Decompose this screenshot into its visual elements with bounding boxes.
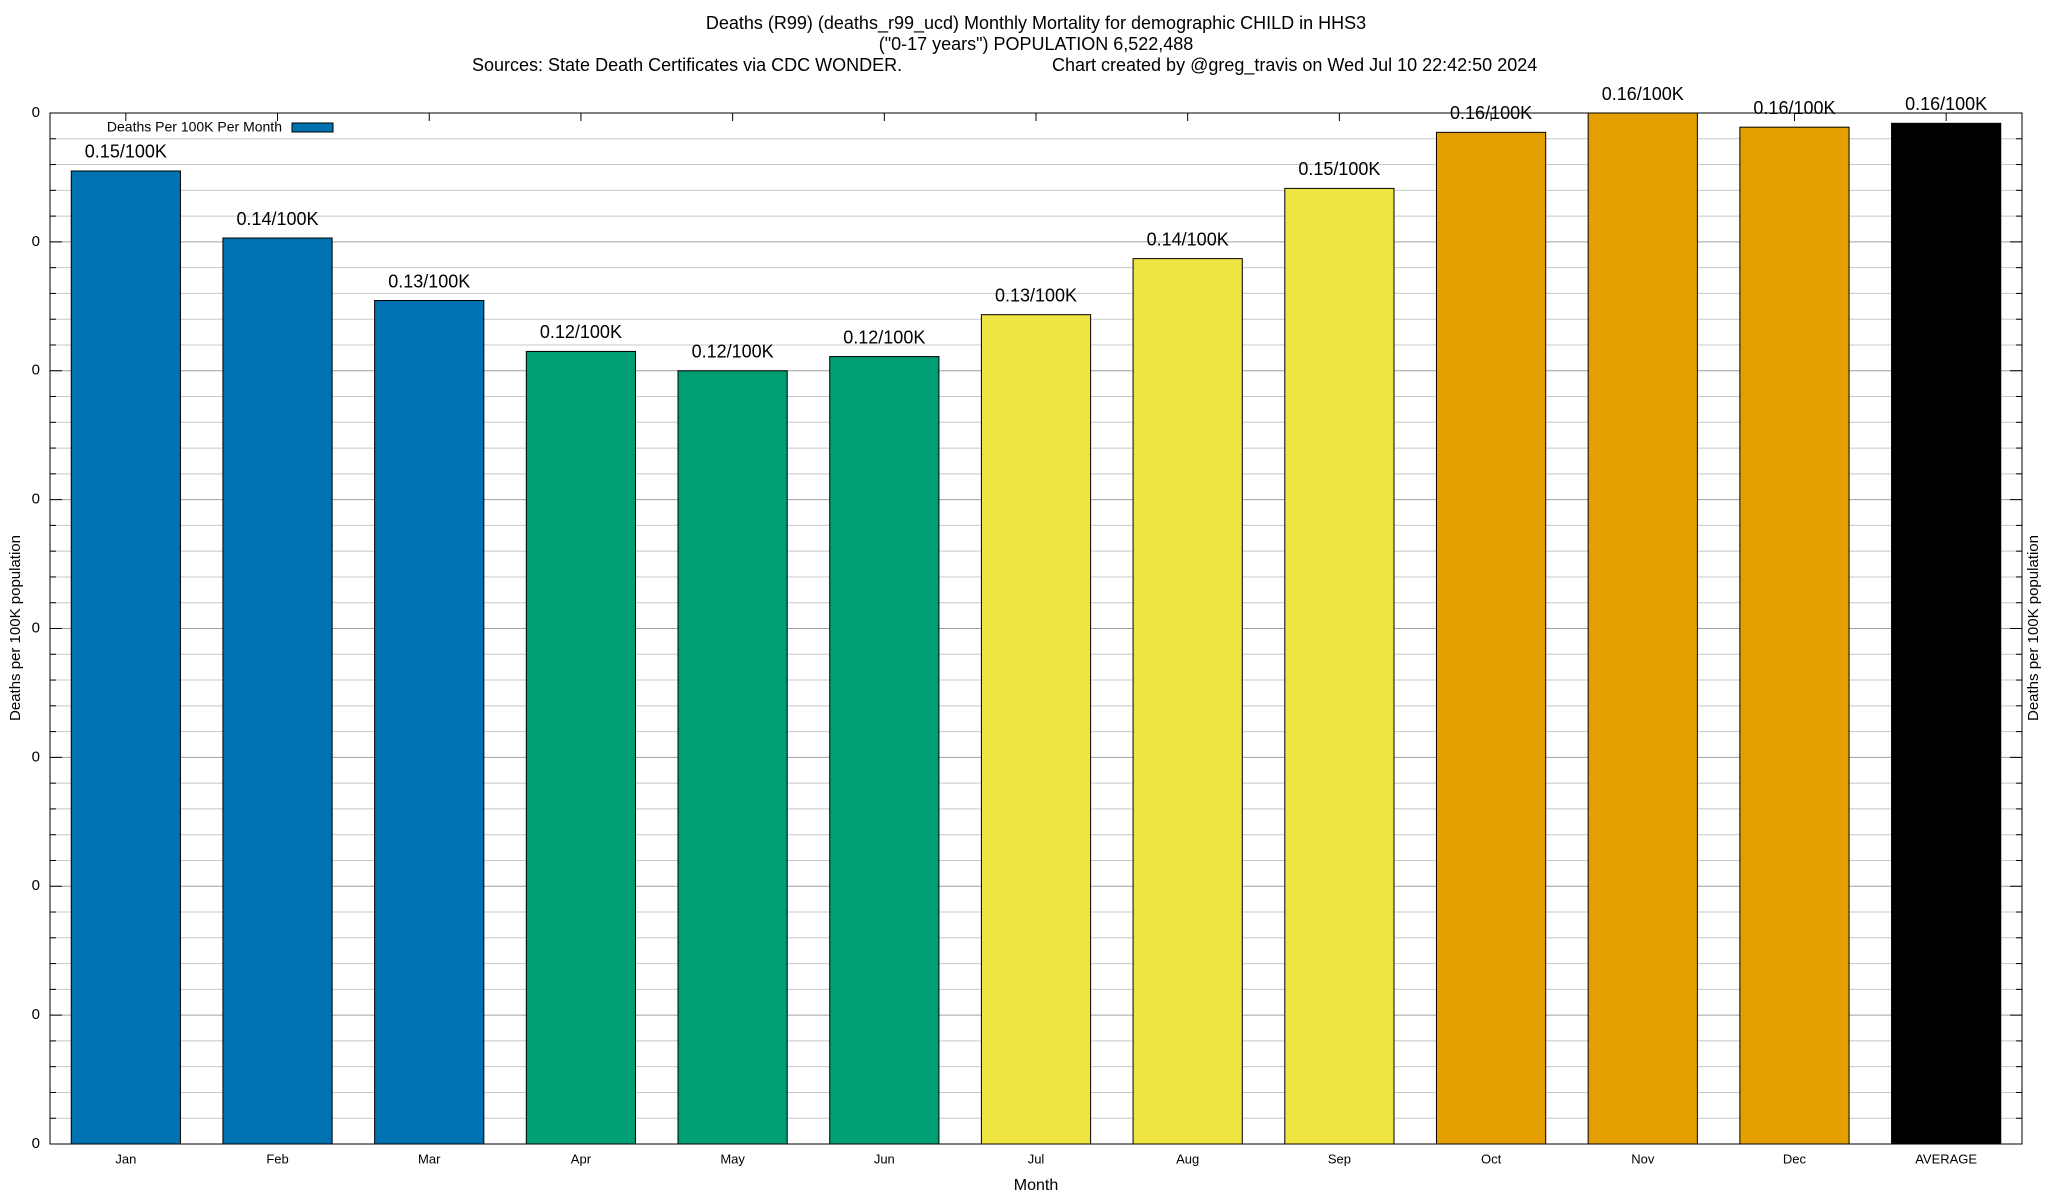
data-label: 0.12/100K [540, 322, 622, 342]
y-tick-label: 0 [32, 1135, 40, 1152]
y-tick-label: 0 [32, 233, 40, 250]
x-tick-label: Sep [1328, 1151, 1351, 1166]
y-tick-label: 0 [32, 1006, 40, 1023]
y-tick-label: 0 [32, 491, 40, 508]
data-label: 0.14/100K [1147, 229, 1229, 249]
y-tick-label: 0 [32, 619, 40, 636]
bar [829, 356, 940, 1145]
bar [1435, 131, 1547, 1145]
x-tick-label: Oct [1481, 1151, 1502, 1166]
data-label: 0.13/100K [388, 271, 470, 291]
data-label: 0.13/100K [995, 285, 1077, 305]
x-tick-label: Aug [1176, 1151, 1199, 1166]
y-tick-label: 0 [32, 877, 40, 894]
x-tick-label: Apr [571, 1151, 592, 1166]
credit: Chart created by @greg_travis on Wed Jul… [1052, 55, 1537, 76]
bar [677, 370, 788, 1145]
data-label: 0.16/100K [1602, 84, 1684, 104]
bar [222, 237, 333, 1145]
data-label: 0.12/100K [692, 342, 774, 362]
y-tick-label: 0 [32, 104, 40, 121]
x-tick-label: Jun [874, 1151, 895, 1166]
y-axis-label: Deaths per 100K population [7, 535, 24, 721]
x-tick-label: Jan [115, 1151, 136, 1166]
bar [1587, 112, 1698, 1145]
bar [374, 300, 485, 1145]
x-tick-label: Feb [266, 1151, 288, 1166]
x-axis-label: Month [1014, 1177, 1058, 1194]
x-tick-label: Nov [1631, 1151, 1655, 1166]
bar [980, 314, 1092, 1145]
bar [1739, 126, 1850, 1145]
bar [525, 350, 637, 1145]
bar [1891, 122, 2002, 1145]
y-tick-label: 0 [32, 362, 40, 379]
bar [70, 170, 181, 1145]
bar [1132, 258, 1243, 1145]
x-tick-label: Mar [418, 1151, 441, 1166]
chart-subtitle: ("0-17 years") POPULATION 6,522,488 [879, 34, 1194, 54]
legend-swatch [291, 122, 334, 133]
legend-label: Deaths Per 100K Per Month [107, 119, 282, 135]
data-label: 0.16/100K [1753, 98, 1835, 118]
y-tick-label: 0 [32, 748, 40, 765]
data-label: 0.15/100K [85, 142, 167, 162]
data-label: 0.15/100K [1298, 159, 1380, 179]
x-tick-label: May [720, 1151, 745, 1166]
data-label: 0.16/100K [1905, 94, 1987, 114]
bar [1284, 187, 1395, 1145]
x-tick-label: Jul [1028, 1151, 1045, 1166]
data-label: 0.12/100K [843, 327, 925, 347]
x-tick-label: AVERAGE [1915, 1151, 1977, 1166]
sources: Sources: State Death Certificates via CD… [472, 55, 902, 75]
data-label: 0.14/100K [236, 209, 318, 229]
plot-frame [49, 112, 2023, 1145]
chart-title: Deaths (R99) (deaths_r99_ucd) Monthly Mo… [706, 13, 1366, 34]
x-tick-label: Dec [1783, 1151, 1807, 1166]
y2-axis-label: Deaths per 100K population [2025, 535, 2042, 721]
